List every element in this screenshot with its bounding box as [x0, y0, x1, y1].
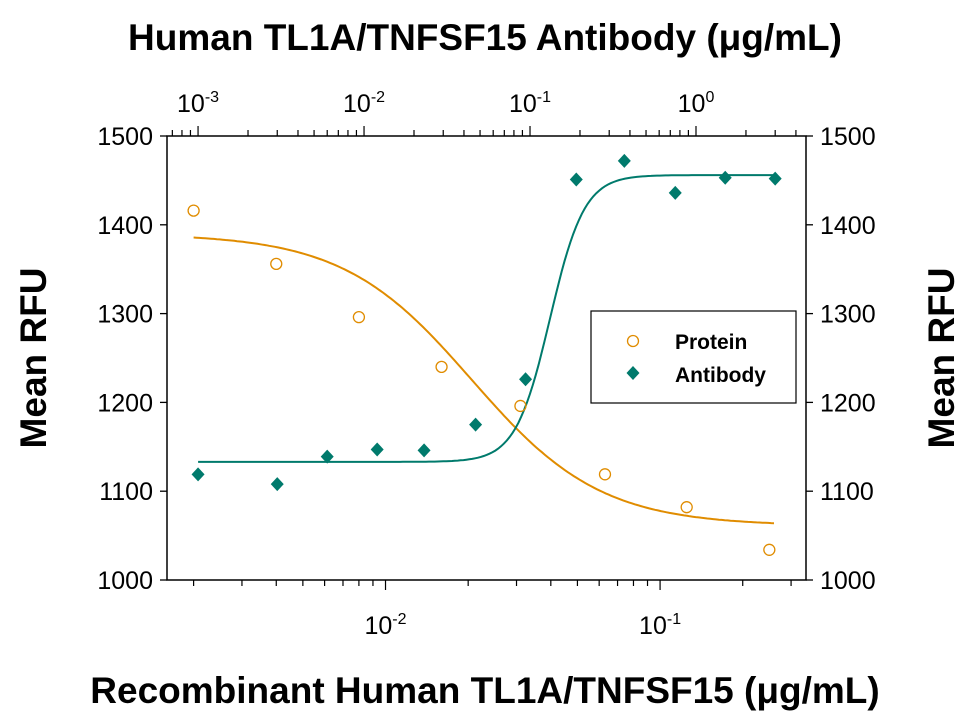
antibody-point	[469, 417, 483, 432]
bottom-x-tick-label: 10-1	[639, 611, 681, 640]
right-y-tick-label: 1400	[820, 212, 876, 240]
protein-point	[187, 204, 200, 217]
bottom-x-tick-label: 10-2	[364, 611, 406, 640]
left-y-axis-label: Mean RFU	[13, 268, 54, 449]
top-x-tick-label: 100	[678, 89, 715, 118]
legend-antibody-label: Antibody	[675, 364, 766, 387]
protein-point	[680, 501, 693, 514]
top-x-tick-label: 10-3	[177, 89, 219, 118]
protein-point	[598, 468, 612, 481]
protein-point	[435, 360, 448, 374]
legend-antibody-marker	[626, 366, 640, 380]
left-y-tick-label: 1100	[99, 478, 153, 506]
left-y-tick-label: 1500	[97, 123, 153, 151]
legend-protein-label: Protein	[675, 331, 747, 354]
left-y-tick-label: 1200	[97, 389, 153, 417]
bottom-axis-title: Recombinant Human TL1A/TNFSF15 (μg/mL)	[90, 670, 879, 711]
protein-point	[763, 543, 776, 556]
antibody-point	[191, 467, 205, 482]
protein-point	[352, 311, 366, 324]
top-axis-title: Human TL1A/TNFSF15 Antibody (μg/mL)	[128, 17, 842, 58]
left-y-tick-label: 1400	[97, 212, 153, 240]
right-y-tick-label: 1200	[820, 389, 876, 417]
right-y-tick-label: 1100	[820, 478, 874, 506]
top-x-tick-label: 10-1	[509, 89, 551, 118]
right-y-tick-label: 1300	[820, 301, 876, 329]
antibody-point	[270, 477, 284, 492]
legend-protein-marker	[626, 334, 640, 348]
antibody-point	[718, 170, 732, 185]
left-y-tick-label: 1300	[97, 301, 153, 329]
protein-fit-curve	[193, 236, 775, 525]
legend: Protein Antibody	[590, 310, 797, 404]
antibody-point	[569, 172, 583, 187]
left-y-tick-label: 1000	[97, 567, 153, 595]
antibody-point	[417, 443, 431, 458]
plot-frame	[166, 135, 807, 581]
antibody-point	[370, 442, 384, 457]
antibody-point	[617, 153, 631, 168]
antibody-fit-curve	[198, 174, 776, 463]
protein-point	[270, 257, 283, 271]
right-y-tick-label: 1500	[820, 123, 876, 151]
antibody-point	[668, 185, 682, 200]
right-y-tick-label: 1000	[820, 567, 876, 595]
antibody-point	[320, 449, 334, 464]
right-y-axis-label: Mean RFU	[921, 268, 962, 449]
top-x-tick-label: 10-2	[343, 89, 385, 118]
legend-box	[590, 310, 797, 404]
protein-point	[514, 399, 527, 413]
antibody-point	[768, 171, 782, 186]
antibody-point	[519, 372, 533, 387]
